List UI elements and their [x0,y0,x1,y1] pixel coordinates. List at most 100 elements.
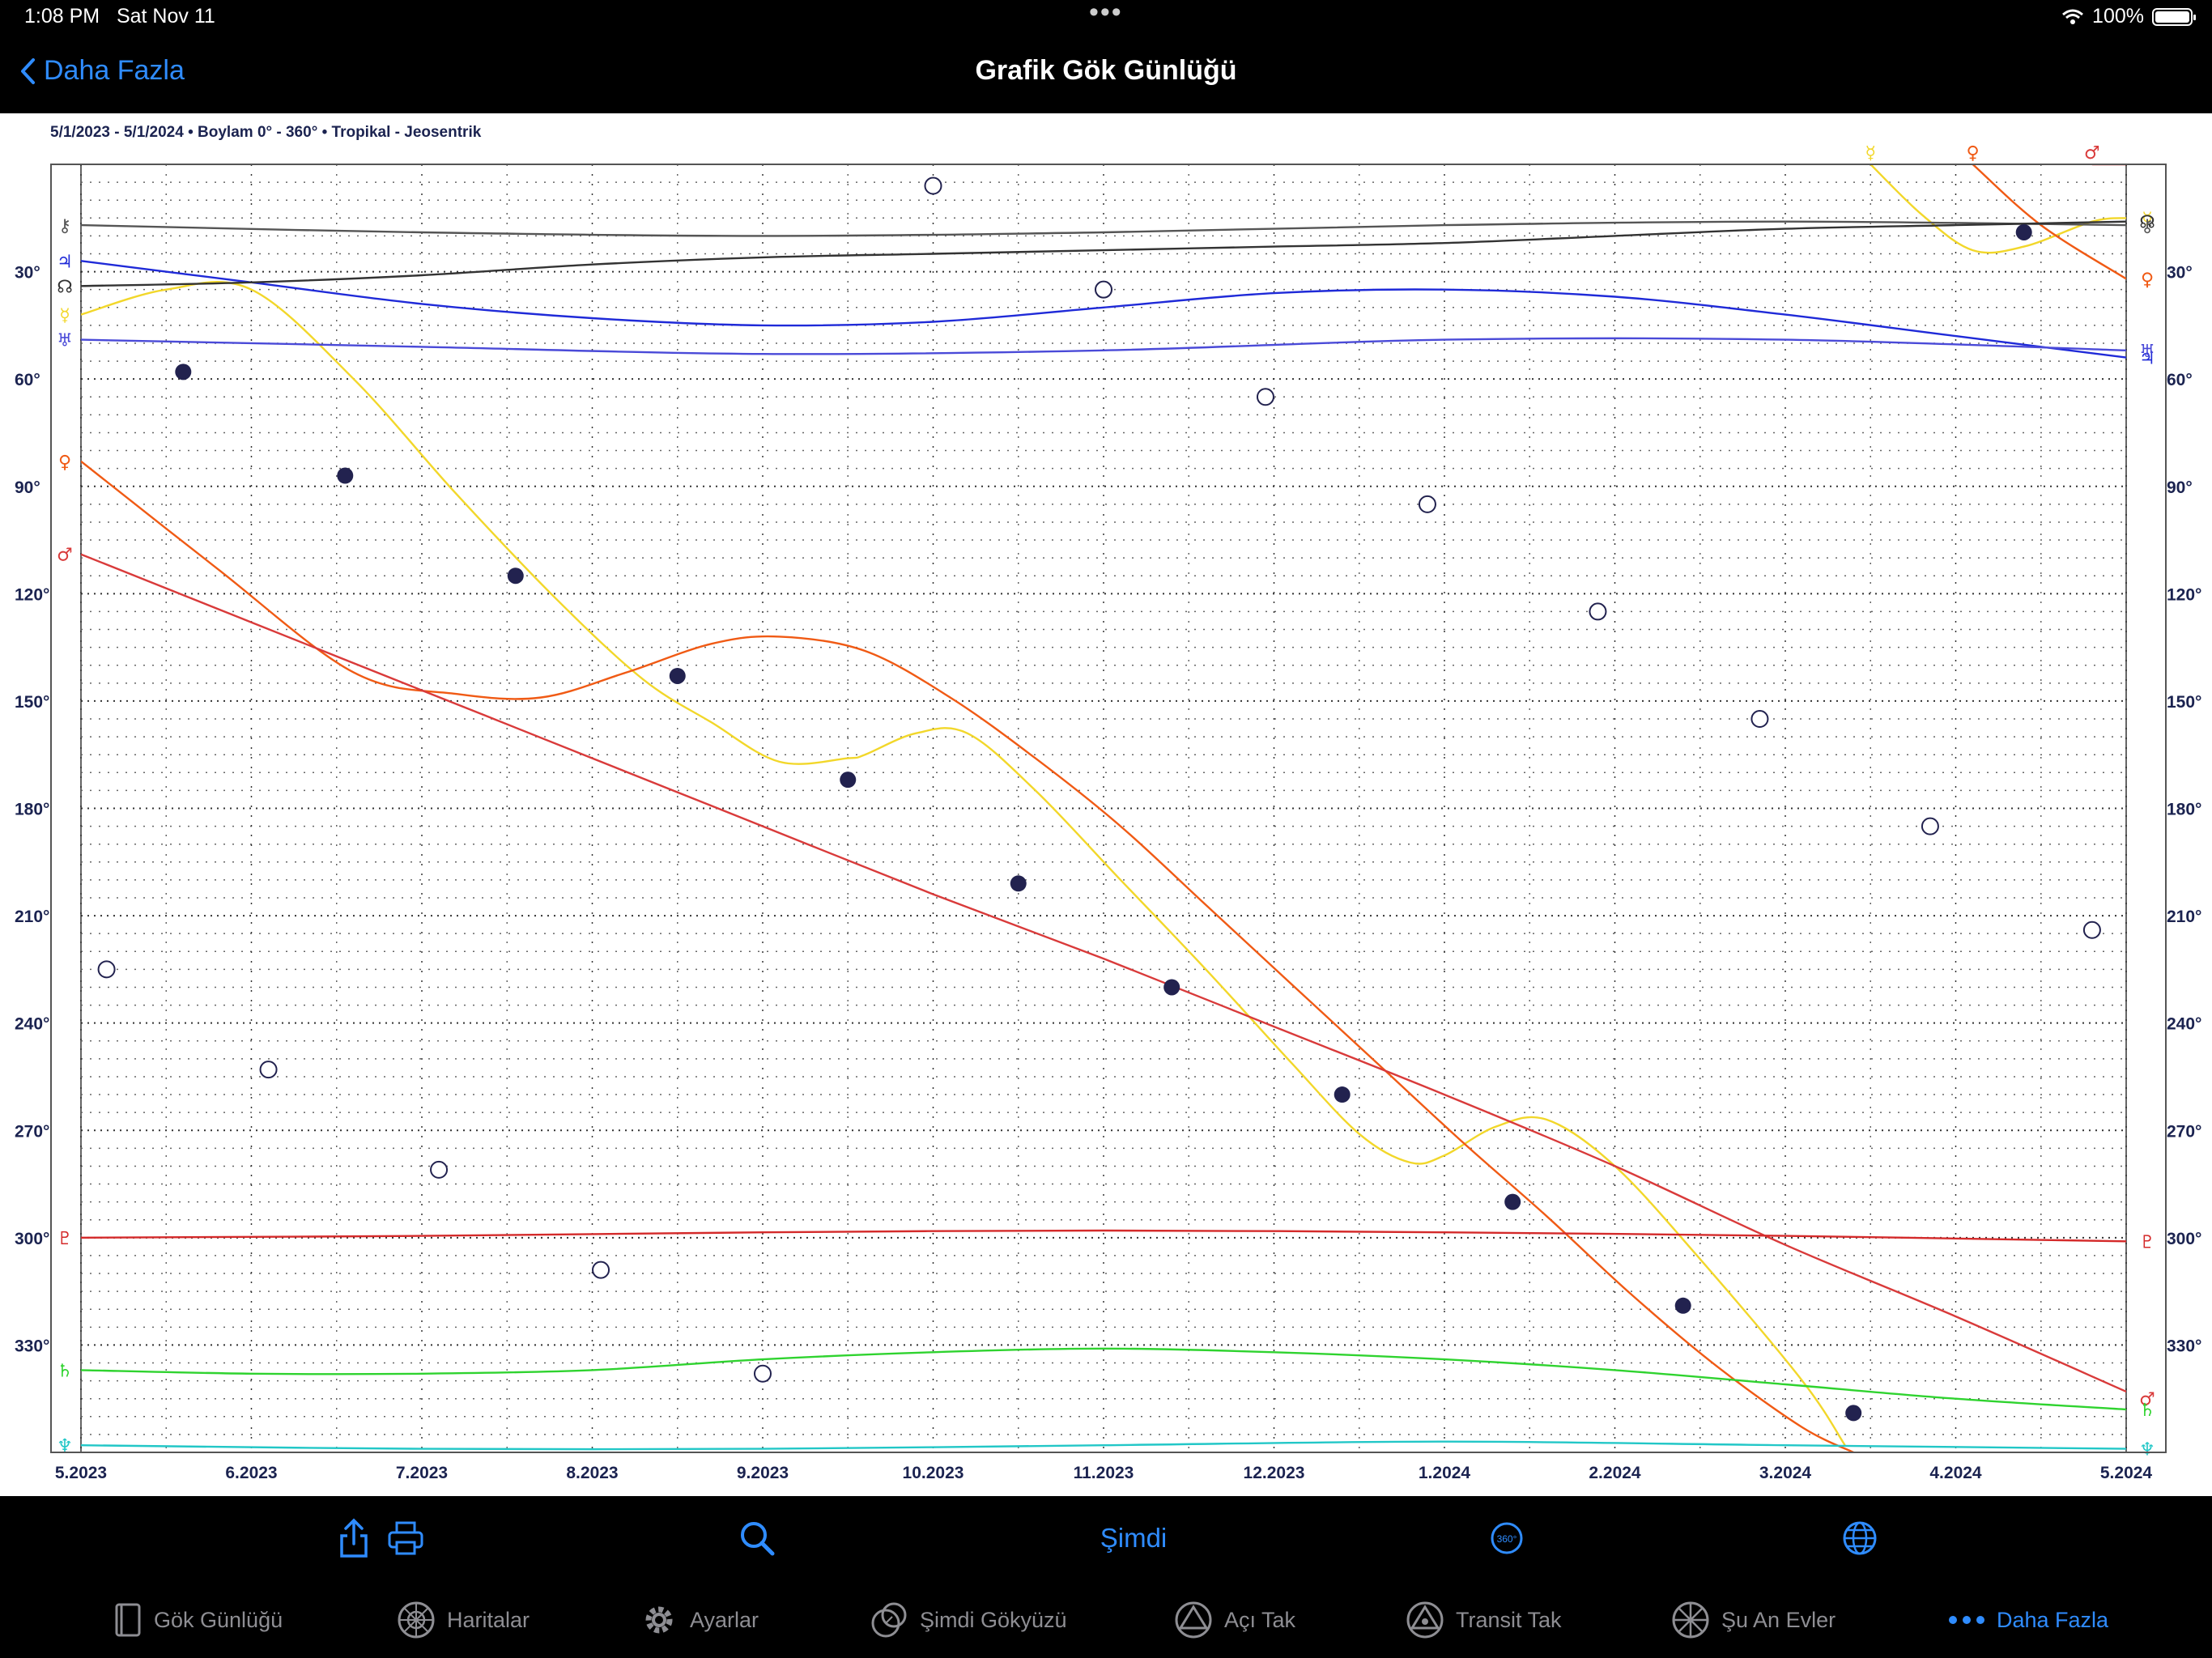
tab-gok-gunlugu[interactable]: Gök Günlüğü [113,1592,283,1648]
back-label: Daha Fazla [44,55,185,86]
full-moon-marker [1921,817,1939,835]
y-tick-label-left: 30° [15,264,40,283]
bottom-bar: Şimdi 360° Gök Günlüğü Haritalar Ayarlar… [0,1496,2212,1658]
tab-label: Daha Fazla [1997,1607,2109,1632]
new-moon-marker [1163,979,1180,996]
globe-icon [1843,1521,1877,1555]
status-time-date: 1:08 PM Sat Nov 11 [24,5,215,28]
glyph-left-uranus: ♅ [57,331,73,351]
x-tick-label: 2.2024 [1589,1464,1641,1482]
full-moon-marker [1418,495,1436,513]
360-button[interactable]: 360° [1488,1514,1525,1562]
series-line-jupiter [81,260,2126,359]
print-icon [388,1521,423,1555]
axis-labels: 30° 30° 60° 60° 90° 90° 120° 120° 150° 150° 180° 18… [15,143,2201,1482]
triangle-icon [1175,1601,1212,1639]
sky-icon [871,1602,907,1638]
glyph-left-jupiter: ♃ [57,252,73,272]
globe-button[interactable] [1841,1514,1878,1562]
battery-icon [2152,7,2196,26]
battery-percent: 100% [2092,5,2144,28]
series-line-chiron [81,220,2126,237]
y-tick-label-right: 150° [2167,693,2201,712]
multitasking-dots-icon[interactable]: ••• [1089,0,1123,28]
tab-daha-fazla[interactable]: Daha Fazla [1948,1592,2108,1648]
back-button[interactable]: Daha Fazla [19,55,185,87]
full-moon-marker [592,1261,610,1279]
full-moon-marker [1095,280,1112,299]
houses-icon [1672,1601,1709,1639]
y-tick-label-left: 60° [15,371,40,389]
tab-aci-tak[interactable]: Açı Tak [1174,1592,1295,1648]
chart-grid [80,164,2127,1452]
y-tick-label-left: 330° [15,1337,49,1355]
series-line-neptune [81,1440,2126,1451]
planet-lines [81,164,2126,1452]
y-tick-label-right: 300° [2167,1230,2201,1248]
x-tick-label: 8.2023 [566,1464,618,1482]
y-tick-label-left: 270° [15,1122,49,1141]
tab-label: Ayarlar [690,1607,759,1632]
page-title: Grafik Gök Günlüğü [975,55,1237,86]
x-tick-label: 4.2024 [1929,1464,1982,1482]
y-tick-label-right: 210° [2167,908,2201,926]
print-button[interactable] [385,1514,427,1562]
glyph-right-venus: ♀ [2141,270,2154,290]
tab-label: Şu An Evler [1721,1607,1836,1632]
chart-info: 5/1/2023 - 5/1/2024 • Boylam 0° - 360° •… [50,124,482,141]
glyph-left-node: ☊ [57,277,73,297]
tab-ayarlar[interactable]: Ayarlar [640,1592,759,1648]
glyph-left-chiron: ⚷ [58,216,71,236]
tab-haritalar[interactable]: Haritalar [397,1592,530,1648]
book-icon [115,1603,141,1637]
x-tick-label: 10.2023 [903,1464,964,1482]
tab-label: Şimdi Gökyüzü [920,1607,1067,1632]
series-line-pluto [81,1229,2126,1243]
tab-label: Gök Günlüğü [154,1607,283,1632]
glyph-left-mercury: ☿ [59,306,70,326]
y-tick-label-left: 240° [15,1015,49,1034]
glyph-top-mars: ♂ [2084,143,2100,164]
x-tick-label: 5.2024 [2100,1464,2153,1482]
glyph-left-venus: ♀ [58,453,71,473]
new-moon-marker [1674,1297,1691,1314]
tab-label: Haritalar [447,1607,530,1632]
y-tick-label-right: 330° [2167,1337,2201,1355]
full-moon-marker [430,1160,449,1179]
x-tick-label: 12.2023 [1244,1464,1305,1482]
search-button[interactable] [737,1514,777,1562]
glyph-right-uranus: ♅ [2139,342,2155,362]
ephemeris-chart[interactable]: 5/1/2023 - 5/1/2024 • Boylam 0° - 360° •… [0,113,2212,1496]
new-moon-marker [175,363,192,380]
svg-text:360°: 360° [1497,1533,1517,1545]
new-moon-marker [1334,1086,1351,1103]
share-button[interactable] [334,1514,374,1562]
now-button[interactable]: Şimdi [1100,1523,1168,1553]
tab-label: Transit Tak [1456,1607,1562,1632]
tab-bar: Gök Günlüğü Haritalar Ayarlar Şimdi Göky… [0,1592,2212,1648]
tab-su-an-evler[interactable]: Şu An Evler [1671,1592,1836,1648]
tab-simdi-gokyuzu[interactable]: Şimdi Gökyüzü [870,1592,1067,1648]
x-tick-label: 5.2023 [55,1464,107,1482]
glyph-right-mercury: ☿ [2142,209,2153,229]
glyph-left-saturn: ♄ [57,1361,73,1381]
wheel-icon [398,1601,435,1639]
series-line-saturn [81,1347,2126,1411]
new-moon-marker [1010,875,1027,892]
gear-icon [645,1606,673,1634]
series-line-venus [1972,164,2126,280]
glyph-right-pluto: ♇ [2139,1232,2155,1252]
series-line-venus [81,460,1854,1452]
new-moon-marker [507,568,524,585]
full-moon-marker [2082,920,2101,939]
tab-transit-tak[interactable]: Transit Tak [1406,1592,1562,1648]
chart-area: 5/1/2023 - 5/1/2024 • Boylam 0° - 360° •… [0,113,2212,1496]
x-tick-label: 3.2024 [1759,1464,1812,1482]
x-tick-label: 7.2023 [396,1464,448,1482]
glyph-right-jupiter: ♃ [2139,349,2155,369]
y-tick-label-right: 180° [2167,801,2201,819]
more-dots-icon [1949,1616,1984,1624]
y-tick-label-right: 240° [2167,1015,2201,1034]
glyph-right-saturn: ♄ [2139,1401,2155,1421]
glyph-left-neptune: ♆ [57,1436,73,1456]
